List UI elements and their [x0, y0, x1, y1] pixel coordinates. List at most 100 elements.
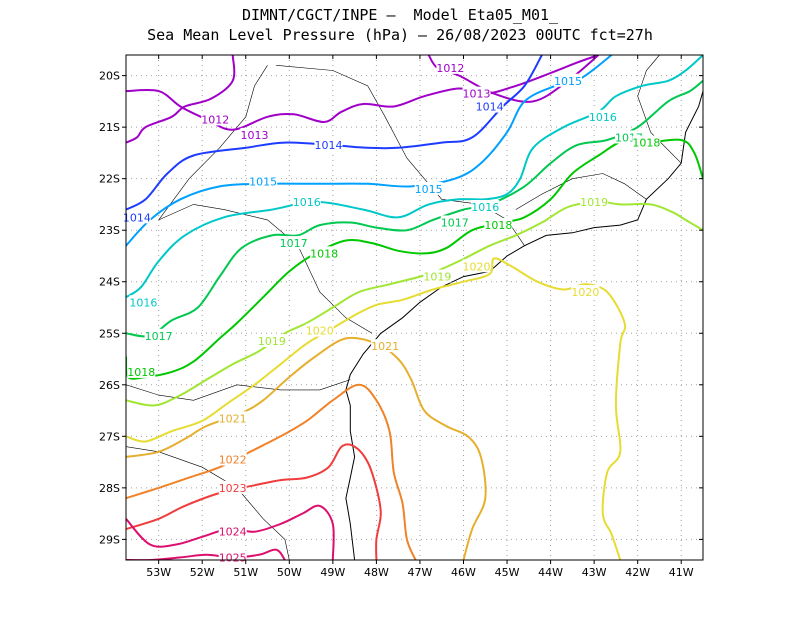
isobar-label-bg [440, 215, 469, 229]
isobar-label-bg [129, 295, 158, 309]
isobar-label-bg [218, 480, 247, 494]
isobar-label-1016: 1016 [471, 201, 499, 214]
isobar-1018 [126, 138, 703, 380]
isobar-label-bg [240, 127, 269, 141]
state-border [158, 204, 373, 334]
y-tick-label: 29S [99, 533, 120, 546]
isobar-labels: 1012101210131013101410141014101510151015… [122, 60, 661, 564]
isobar-label-bg [257, 333, 286, 347]
isobar-1013 [126, 55, 599, 131]
x-tick-label: 43W [582, 566, 607, 579]
chart-title-line-1: DIMNT/CGCT/INPE – Model Eta05_M01_ [241, 6, 559, 24]
y-tick-label: 20S [99, 70, 120, 83]
x-tick-label: 48W [364, 566, 389, 579]
isobar-label-bg [292, 194, 321, 208]
isobar-label-bg [371, 339, 400, 353]
isobar-label-bg [249, 174, 278, 188]
isobar-1016 [126, 55, 703, 299]
isobar-label-1016: 1016 [293, 196, 321, 209]
state-border [125, 446, 290, 561]
isobar-label-1016: 1016 [129, 296, 157, 309]
x-tick-label: 45W [495, 566, 520, 579]
isobar-label-bg [484, 218, 513, 232]
y-tick-label: 26S [99, 379, 120, 392]
x-tick-label: 50W [277, 566, 302, 579]
x-tick-label: 47W [408, 566, 433, 579]
x-tick-label: 49W [320, 566, 345, 579]
isobar-label-bg [314, 138, 343, 152]
isobar-label-bg [218, 524, 247, 538]
isobar-1014 [126, 55, 543, 211]
isobar-label-1020: 1020 [463, 260, 491, 273]
isobar-label-1015: 1015 [554, 75, 582, 88]
isobar-label-bg [462, 259, 491, 273]
isobar-label-1024: 1024 [219, 526, 247, 539]
isobar-label-1017: 1017 [145, 330, 173, 343]
y-tick-label: 28S [99, 482, 120, 495]
isobar-label-1021: 1021 [371, 340, 399, 353]
x-tick-label: 44W [538, 566, 563, 579]
isobar-label-bg [471, 200, 500, 214]
chart-title-line-2: Sea Mean Level Pressure (hPa) – 26/08/20… [147, 26, 653, 44]
state-border [158, 65, 268, 221]
isobar-label-1019: 1019 [258, 335, 286, 348]
y-tick-label: 25S [99, 327, 120, 340]
y-tick-label: 21S [99, 121, 120, 134]
y-tick-label: 27S [99, 430, 120, 443]
isobar-label-1013: 1013 [240, 129, 268, 142]
x-tick-label: 52W [190, 566, 215, 579]
isobar-1020 [126, 257, 627, 560]
isobar-label-1012: 1012 [201, 113, 229, 126]
isobar-label-1014: 1014 [123, 211, 151, 224]
isobar-label-1022: 1022 [219, 454, 247, 467]
isobar-label-bg [580, 194, 609, 208]
isobar-label-bg [475, 99, 504, 113]
isobar-label-1014: 1014 [476, 101, 504, 114]
isobar-label-1019: 1019 [423, 271, 451, 284]
x-tick-label: 46W [451, 566, 476, 579]
isobar-label-bg [571, 285, 600, 299]
isobar-label-bg [127, 364, 156, 378]
y-tick-label: 24S [99, 276, 120, 289]
isobar-label-bg [310, 246, 339, 260]
isobar-label-1019: 1019 [580, 196, 608, 209]
grid-lines [126, 55, 703, 560]
isobar-label-1017: 1017 [441, 216, 469, 229]
isobar-1024 [126, 504, 335, 560]
axis-ticks: 53W 52W 51W 50W 49W 48W 47W 46W 45W 44W 43W 42W 41W 2… [99, 55, 703, 579]
isobar-label-1014: 1014 [314, 139, 342, 152]
isobar-label-1016: 1016 [589, 111, 617, 124]
plot-frame [125, 54, 704, 561]
isobar-1015 [126, 55, 613, 247]
isobar-1025 [126, 548, 286, 560]
coastline-and-borders [125, 54, 704, 561]
x-tick-label: 53W [146, 566, 171, 579]
isobar-label-1013: 1013 [463, 88, 491, 101]
isobar-1021 [126, 336, 487, 560]
isobar-label-1023: 1023 [219, 482, 247, 495]
isobar-label-bg [554, 73, 583, 87]
isobar-label-1020: 1020 [571, 286, 599, 299]
isobar-label-1020: 1020 [306, 325, 334, 338]
isobar-label-1018: 1018 [310, 247, 338, 260]
isobar-label-1021: 1021 [219, 412, 247, 425]
isobar-label-1015: 1015 [249, 175, 277, 188]
isobar-label-1018: 1018 [127, 366, 155, 379]
isobar-label-bg [305, 323, 334, 337]
state-border [125, 379, 351, 401]
isobar-label-1025: 1025 [219, 551, 247, 564]
isobar-label-bg [122, 210, 151, 224]
isobar-label-bg [414, 181, 443, 195]
coastline [345, 90, 704, 561]
isobar-label-1015: 1015 [415, 183, 443, 196]
isobar-label-bg [218, 452, 247, 466]
isobar-label-1012: 1012 [436, 62, 464, 75]
isobar-label-bg [423, 269, 452, 283]
isobar-label-bg [218, 411, 247, 425]
isobar-label-1018: 1018 [484, 219, 512, 232]
isobar-1023 [126, 443, 382, 560]
x-tick-label: 42W [625, 566, 650, 579]
isobar-label-bg [462, 86, 491, 100]
isobar-label-bg [436, 60, 465, 74]
isobar-contours [126, 55, 703, 560]
